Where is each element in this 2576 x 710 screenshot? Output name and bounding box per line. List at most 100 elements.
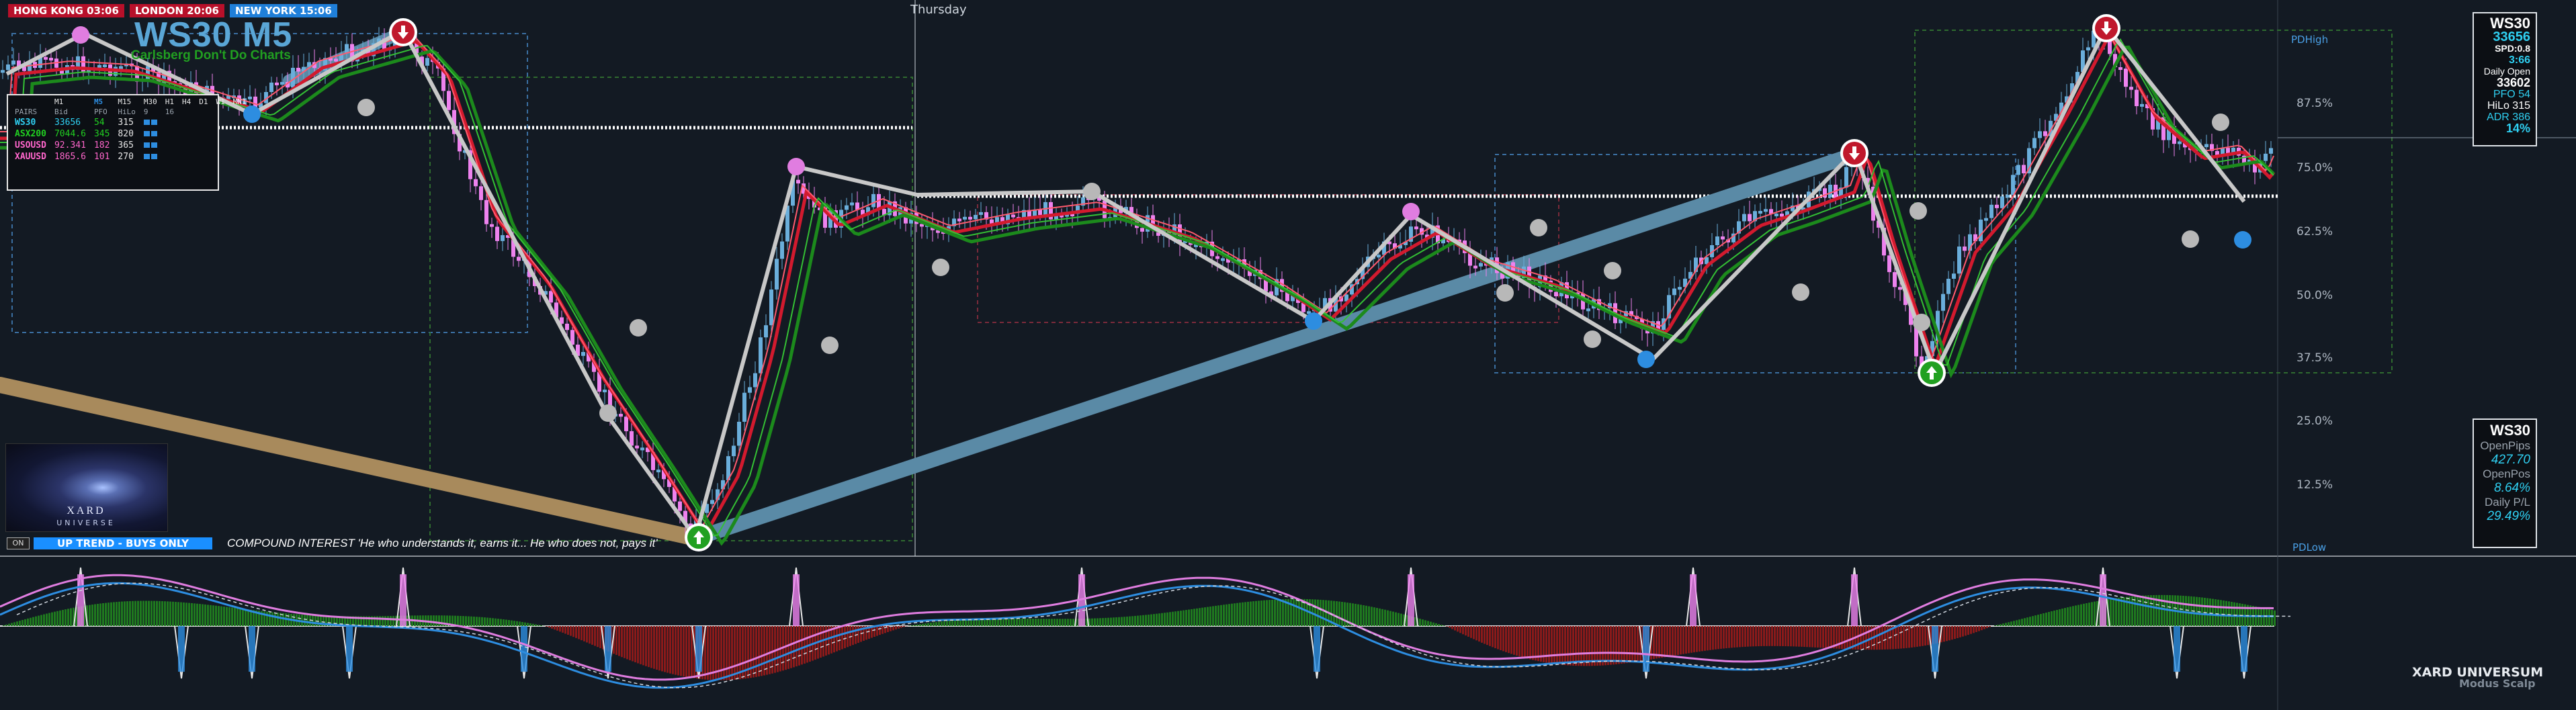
oscillator-bar bbox=[976, 619, 978, 626]
oscillator-bar bbox=[1604, 626, 1606, 666]
candle-body bbox=[1737, 221, 1741, 234]
tf-h4[interactable]: H4 bbox=[182, 97, 191, 106]
oscillator-bar bbox=[2126, 596, 2128, 626]
oscillator-bar bbox=[2077, 605, 2079, 626]
candle-body bbox=[97, 64, 101, 69]
candle-body bbox=[2161, 117, 2165, 140]
tf-d1[interactable]: D1 bbox=[199, 97, 208, 106]
candle-body bbox=[103, 64, 107, 68]
tf-m30[interactable]: M30 bbox=[143, 97, 157, 106]
oscillator-bar bbox=[1166, 612, 1168, 626]
pair-row[interactable]: USOUSD 92.341 182 365 bbox=[11, 140, 251, 151]
candle-body bbox=[2027, 148, 2031, 174]
oscillator-bar bbox=[1478, 626, 1480, 642]
oscillator-bar bbox=[594, 626, 596, 646]
trend-status-badge: UP TREND - BUYS ONLY bbox=[34, 537, 212, 549]
tf-h1[interactable]: H1 bbox=[165, 97, 175, 106]
daily-pl-label: Daily P/L bbox=[2484, 496, 2530, 508]
panel-spread: SPD:0.8 bbox=[2495, 43, 2530, 54]
oscillator-bar bbox=[715, 626, 717, 680]
pair-row[interactable]: ASX200 7044.6 345 820 bbox=[11, 128, 251, 140]
oscillator-bar bbox=[1849, 626, 1851, 650]
oscillator-bar bbox=[1484, 626, 1486, 644]
oscillator-bar bbox=[2094, 601, 2096, 626]
candle-body bbox=[1473, 265, 1477, 269]
candle-body bbox=[1323, 298, 1327, 308]
oscillator-bar bbox=[2142, 595, 2144, 626]
oscillator-bar bbox=[1169, 612, 1171, 626]
oscillator-bar bbox=[675, 626, 677, 675]
oscillator-bar bbox=[1226, 604, 1228, 626]
candle-body bbox=[1248, 268, 1252, 276]
oscillator-bar bbox=[1860, 626, 1862, 650]
indicator-toggle-button[interactable]: ON bbox=[7, 537, 30, 549]
oscillator-bar bbox=[2190, 596, 2192, 626]
oscillator-bar bbox=[503, 619, 505, 626]
oscillator-bar bbox=[126, 601, 128, 626]
oscillator-bar bbox=[919, 624, 921, 626]
oscillator-signal-line bbox=[0, 574, 2274, 681]
tf-m1[interactable]: M1 bbox=[54, 97, 64, 106]
oscillator-bar bbox=[1798, 626, 1800, 647]
oscillator-bar bbox=[1621, 626, 1623, 664]
tf-mn1[interactable]: MN1 bbox=[232, 97, 247, 106]
candle-body bbox=[850, 202, 854, 206]
oscillator-bar bbox=[1994, 625, 1996, 626]
tf-m15[interactable]: M15 bbox=[118, 97, 132, 106]
oscillator-bar bbox=[1809, 626, 1811, 648]
oscillator-bar bbox=[1594, 626, 1596, 666]
oscillator-bar bbox=[650, 626, 652, 668]
candle-body bbox=[1172, 224, 1176, 236]
pair-row[interactable]: XAUUSD 1865.6 101 270 bbox=[11, 151, 251, 163]
candle-body bbox=[447, 91, 451, 110]
oscillator-bar bbox=[1481, 626, 1483, 643]
tf-w1[interactable]: W1 bbox=[216, 97, 225, 106]
oscillator-bar bbox=[245, 609, 247, 626]
oscillator-bar bbox=[744, 626, 746, 679]
oscillator-bar bbox=[1043, 619, 1045, 626]
oscillator-bar bbox=[1572, 626, 1574, 666]
oscillator-bar bbox=[2120, 597, 2122, 626]
oscillator-bar bbox=[35, 616, 37, 626]
tf-m5[interactable]: M5 bbox=[93, 97, 103, 106]
oscillator-bar bbox=[1486, 626, 1488, 646]
candle-body bbox=[441, 68, 445, 91]
oscillator-bar bbox=[1908, 626, 1910, 648]
pair-row[interactable]: WS30 33656 54 315 bbox=[11, 117, 251, 128]
oscillator-bar bbox=[790, 626, 792, 668]
oscillator-bar bbox=[559, 626, 561, 632]
oscillator-bar bbox=[460, 615, 462, 626]
oscillator-bar bbox=[22, 619, 24, 626]
oscillator-bar bbox=[1279, 599, 1281, 626]
oscillator-bar bbox=[548, 626, 550, 628]
candle-body bbox=[952, 218, 956, 226]
oscillator-bar bbox=[930, 623, 932, 626]
col-bid: Bid bbox=[54, 107, 68, 116]
oscillator-bar bbox=[102, 603, 104, 626]
oscillator-bar bbox=[1156, 613, 1158, 626]
oscillator-bar bbox=[1527, 626, 1529, 659]
signal-dot bbox=[630, 319, 647, 337]
oscillator-bar bbox=[454, 615, 456, 626]
oscillator-bar bbox=[1376, 608, 1378, 626]
oscillator-bar bbox=[1586, 626, 1588, 666]
oscillator-bar bbox=[1465, 626, 1467, 636]
candle-body bbox=[1979, 219, 1983, 242]
oscillator-bar bbox=[328, 615, 330, 626]
oscillator-spike-bar bbox=[695, 626, 702, 672]
oscillator-bar bbox=[847, 626, 849, 648]
oscillator-bar bbox=[1419, 619, 1421, 626]
oscillator-bar bbox=[2088, 603, 2090, 626]
fib-level-75: 75.0% bbox=[2296, 161, 2333, 175]
candle-body bbox=[1882, 227, 1886, 256]
oscillator-bar bbox=[2209, 598, 2211, 626]
candle-body bbox=[49, 58, 53, 61]
candle-body bbox=[517, 257, 521, 261]
oscillator-bar bbox=[1553, 626, 1555, 664]
oscillator-bar bbox=[575, 626, 577, 638]
oscillator-bar bbox=[1497, 626, 1499, 650]
oscillator-bar bbox=[728, 626, 730, 680]
oscillator-bar bbox=[1723, 626, 1725, 649]
oscillator-bar bbox=[841, 626, 843, 650]
